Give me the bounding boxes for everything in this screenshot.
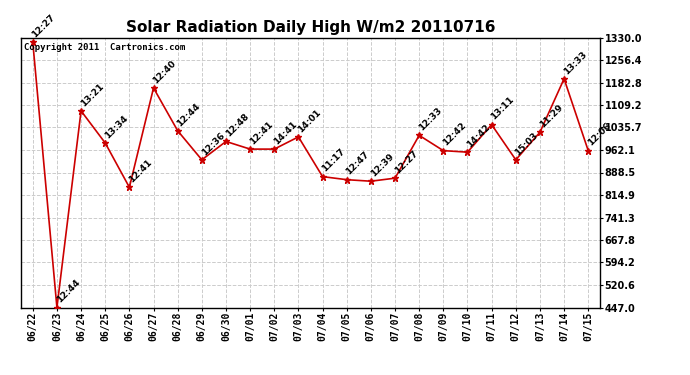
- Text: 13:33: 13:33: [562, 50, 589, 76]
- Text: 12:40: 12:40: [151, 58, 178, 85]
- Text: 14:41: 14:41: [272, 120, 299, 146]
- Text: 12:44: 12:44: [175, 101, 202, 128]
- Text: 12:39: 12:39: [368, 152, 395, 178]
- Text: 12:27: 12:27: [393, 148, 420, 176]
- Text: 14:42: 14:42: [465, 123, 492, 149]
- Text: 11:17: 11:17: [320, 147, 347, 174]
- Text: 12:41: 12:41: [248, 120, 275, 146]
- Text: 12:33: 12:33: [417, 106, 444, 133]
- Text: 12:27: 12:27: [30, 13, 57, 39]
- Text: 11:29: 11:29: [538, 103, 564, 129]
- Text: 13:11: 13:11: [489, 95, 516, 122]
- Text: 12:06: 12:06: [586, 122, 613, 148]
- Text: Copyright 2011  Cartronics.com: Copyright 2011 Cartronics.com: [23, 43, 185, 52]
- Text: 13:21: 13:21: [79, 81, 106, 108]
- Text: 13:34: 13:34: [103, 114, 130, 140]
- Text: 12:36: 12:36: [199, 130, 226, 157]
- Text: 12:44: 12:44: [55, 278, 81, 305]
- Text: 12:42: 12:42: [441, 121, 468, 148]
- Text: 12:47: 12:47: [344, 150, 371, 177]
- Text: 12:48: 12:48: [224, 112, 250, 139]
- Title: Solar Radiation Daily High W/m2 20110716: Solar Radiation Daily High W/m2 20110716: [126, 20, 495, 35]
- Text: 14:01: 14:01: [296, 108, 323, 134]
- Text: 15:03: 15:03: [513, 130, 540, 157]
- Text: 12:41: 12:41: [127, 158, 154, 184]
